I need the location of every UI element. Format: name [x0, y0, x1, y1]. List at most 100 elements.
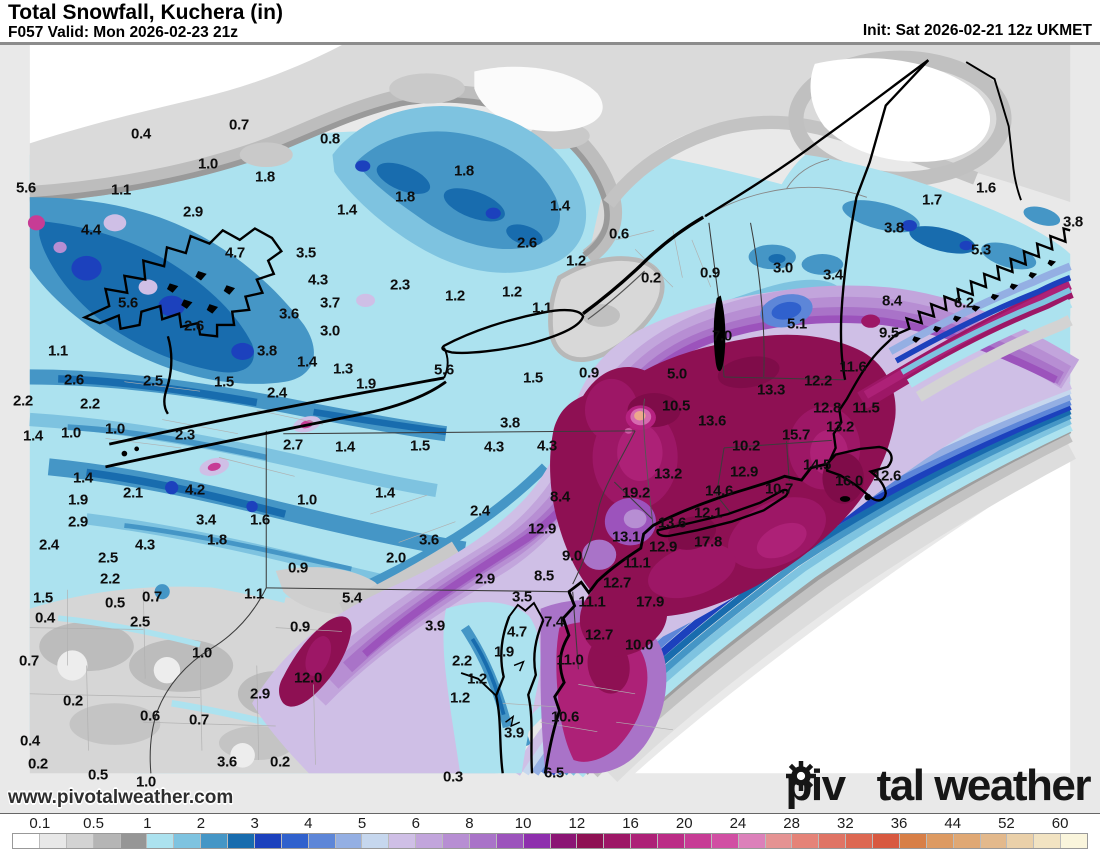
- map-value-label: 3.7: [320, 294, 340, 312]
- delmarva-magenta: [540, 600, 667, 774]
- map-value-label: 1.4: [375, 484, 395, 502]
- colorbar-segment: [13, 834, 40, 848]
- map-value-label: 3.4: [823, 266, 843, 284]
- map-value-label: 2.9: [68, 513, 88, 531]
- colorbar-segment: [496, 834, 524, 848]
- state-borders: [149, 222, 846, 774]
- map-value-label: 1.6: [250, 511, 270, 529]
- map-value-label: 0.4: [35, 609, 55, 627]
- map-value-label: 8.4: [550, 488, 570, 506]
- gear-icon: [785, 761, 876, 801]
- colorbar-segment: [1061, 834, 1087, 848]
- map-value-label: 13.2: [826, 418, 854, 436]
- map-value-label: 10.5: [662, 397, 690, 415]
- colorbar-segment: [254, 834, 282, 848]
- lake-blue-oval: [332, 106, 587, 273]
- map-value-label: 12.8: [813, 399, 841, 417]
- colorbar-tick: 52: [998, 815, 1015, 832]
- map-value-label: 1.5: [214, 373, 234, 391]
- colorbar-swatches: [12, 833, 1088, 849]
- colorbar-tick: 36: [890, 815, 908, 832]
- colorbar-segment: [523, 834, 551, 848]
- map-value-label: 2.5: [98, 549, 118, 567]
- map-value-label: 5.0: [667, 365, 687, 383]
- colorbar-tick: 0.1: [29, 815, 51, 832]
- map-value-label: 1.1: [48, 342, 68, 360]
- colorbar-segment: [846, 834, 873, 848]
- colorbar-tick: 32: [837, 815, 854, 832]
- map-value-label: 14.5: [803, 456, 831, 474]
- maine-north-region: [773, 50, 1071, 316]
- map-value-label: 1.6: [976, 179, 996, 197]
- map-value-label: 10.7: [765, 480, 793, 498]
- colorbar-tick: 1: [143, 815, 152, 832]
- map-value-label: 12.7: [603, 574, 631, 592]
- logo-text-2: tal weather: [876, 761, 1092, 810]
- colorbar-segment: [335, 834, 363, 848]
- map-value-label: 3.9: [425, 617, 445, 635]
- map-header: Total Snowfall, Kuchera (in) F057 Valid:…: [0, 0, 1100, 45]
- map-value-label: 8.5: [534, 567, 554, 585]
- colorbar-segment: [174, 834, 202, 848]
- map-value-label: 3.6: [217, 753, 237, 771]
- colorbar-segment: [631, 834, 658, 848]
- map-value-label: 10.6: [551, 708, 579, 726]
- colorbar-segment: [416, 834, 443, 848]
- map-value-label: 4.2: [185, 481, 205, 499]
- colorbar-segment: [39, 834, 67, 848]
- colorbar-segment: [1034, 834, 1062, 848]
- map-value-label: 4.4: [81, 221, 101, 239]
- map-value-label: 8.4: [882, 292, 902, 310]
- map-value-label: 3.8: [884, 219, 904, 237]
- map-value-label: 1.9: [356, 375, 376, 393]
- map-value-label: 9.5: [879, 324, 899, 342]
- map-value-label: 1.8: [454, 162, 474, 180]
- colorbar-segment: [819, 834, 847, 848]
- map-value-label: 1.2: [445, 287, 465, 305]
- map-value-label: 12.9: [528, 520, 556, 538]
- map-canvas: 0.4 0.7 0.8 1.0 1.8 5.6 1.1 1.6 1.7 1.4 2.9 1.8 1.8 1…: [0, 45, 1100, 813]
- map-value-label: 15.7: [782, 426, 810, 444]
- map-value-label: 0.9: [700, 264, 720, 282]
- map-value-label: 12.1: [694, 504, 722, 522]
- map-value-label: 17.8: [694, 533, 722, 551]
- colorbar-segment: [201, 834, 228, 848]
- map-value-label: 0.2: [270, 753, 290, 771]
- colorbar-segment: [926, 834, 954, 848]
- map-value-label: 1.5: [523, 369, 543, 387]
- map-value-label: 1.0: [105, 420, 125, 438]
- colorbar-segment: [792, 834, 820, 848]
- map-value-label: 1.7: [922, 191, 942, 209]
- map-value-label: 4.7: [507, 623, 527, 641]
- map-value-label: 12.9: [649, 538, 677, 556]
- colorbar-segment: [66, 834, 94, 848]
- map-value-label: 5.6: [434, 361, 454, 379]
- map-value-label: 0.2: [63, 692, 83, 710]
- map-value-label: 1.4: [337, 201, 357, 219]
- map-value-label: 1.5: [33, 589, 53, 607]
- map-value-label: 2.5: [143, 372, 163, 390]
- map-value-label: 1.2: [450, 689, 470, 707]
- map-value-label: 2.9: [183, 203, 203, 221]
- map-value-label: 1.1: [244, 585, 264, 603]
- colorbar-segment: [1007, 834, 1035, 848]
- map-value-label: 14.6: [705, 482, 733, 500]
- map-value-label: 13.1: [612, 528, 640, 546]
- colorbar-segment: [362, 834, 390, 848]
- map-value-label: 3.0: [773, 259, 793, 277]
- map-value-label: 0.9: [288, 559, 308, 577]
- white-pocket-ontario: [474, 66, 603, 132]
- colorbar-tick: 6: [411, 815, 420, 832]
- map-value-label: 5.6: [16, 179, 36, 197]
- map-value-label: 1.4: [335, 438, 355, 456]
- map-value-label: 11.1: [623, 554, 651, 572]
- map-value-label: 13.3: [757, 381, 785, 399]
- map-value-label: 10.0: [625, 636, 653, 654]
- colorbar-segment: [711, 834, 739, 848]
- map-value-label: 1.0: [192, 644, 212, 662]
- map-value-label: 1.0: [61, 424, 81, 442]
- colorbar-tick: 2: [196, 815, 206, 832]
- map-value-label: 3.6: [279, 305, 299, 323]
- map-value-label: 7.0: [712, 327, 732, 345]
